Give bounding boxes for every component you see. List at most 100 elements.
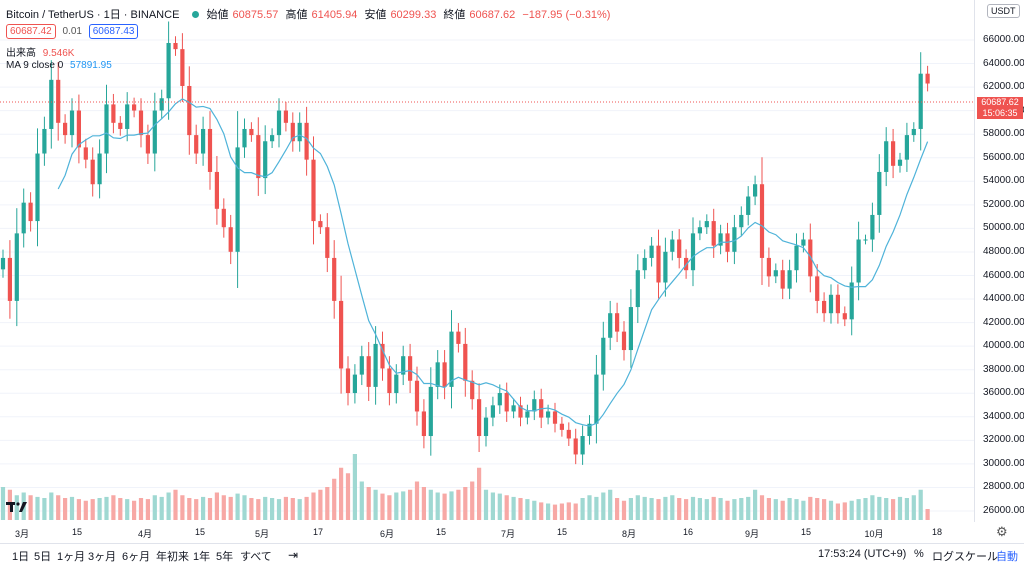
candle-body	[615, 313, 620, 332]
price-tick-label: 52000.00	[983, 198, 1024, 210]
candle-body	[187, 85, 192, 136]
volume-label: 出来高	[6, 48, 36, 59]
price-axis[interactable]: 66000.0064000.0062000.0060000.0058000.00…	[974, 0, 1024, 522]
candle-body	[442, 362, 447, 387]
countdown-tag: 15:06:35	[977, 108, 1023, 119]
range-button[interactable]: 年初来	[156, 551, 189, 563]
price-tick-label: 44000.00	[983, 293, 1024, 305]
candle-body	[677, 239, 682, 258]
ask-button[interactable]: 60687.43	[88, 24, 139, 39]
time-tick-label: 7月	[500, 529, 516, 539]
volume-bar	[180, 495, 185, 520]
volume-bar	[787, 498, 792, 520]
price-chart[interactable]	[0, 0, 974, 522]
candle-body	[56, 79, 61, 123]
range-button[interactable]: 5年	[216, 551, 234, 563]
candle-body	[856, 239, 861, 283]
volume-bar	[42, 498, 47, 520]
volume-bar	[808, 496, 813, 520]
candle-body	[877, 171, 882, 215]
candle-body	[601, 337, 606, 375]
time-tick-label: 15	[800, 527, 812, 537]
price-tick-label: 34000.00	[983, 410, 1024, 422]
range-button[interactable]: すべて	[240, 551, 272, 563]
open-label: 始値	[206, 9, 229, 21]
volume-bar	[325, 487, 330, 520]
volume-bar	[345, 473, 351, 520]
price-tick-label: 42000.00	[983, 316, 1024, 328]
volume-bar	[387, 495, 392, 520]
candle-body	[697, 227, 702, 234]
clock[interactable]: 17:53:24 (UTC+9)	[818, 548, 907, 560]
candle-body	[7, 257, 12, 301]
range-button[interactable]: 3ヶ月	[88, 551, 117, 563]
candle-body	[835, 294, 840, 314]
log-scale-toggle[interactable]: ログスケール	[932, 551, 998, 563]
candle-body	[256, 135, 261, 179]
candle-body	[21, 202, 26, 234]
tradingview-logo-icon	[6, 502, 27, 512]
volume-bar	[97, 498, 102, 520]
bid-button[interactable]: 60687.42	[6, 24, 56, 39]
candle-body	[14, 233, 19, 301]
candle-body	[42, 128, 47, 154]
price-tick-label: 26000.00	[983, 505, 1024, 516]
volume-bar	[884, 498, 889, 520]
volume-bar	[718, 498, 723, 520]
candle-body	[421, 411, 426, 437]
candle-body	[270, 135, 275, 142]
volume-bar	[490, 492, 495, 520]
last-price-tag: 60687.62	[977, 97, 1023, 108]
volume-bar	[104, 496, 109, 520]
candle-body	[739, 214, 744, 228]
range-button[interactable]: 5日	[34, 551, 52, 563]
goto-date-icon[interactable]: ⇥	[288, 548, 299, 562]
volume-bar	[511, 496, 516, 520]
low-label: 安値	[364, 9, 387, 21]
candle-body	[559, 423, 564, 430]
gear-icon[interactable]: ⚙	[996, 524, 1008, 539]
time-axis[interactable]: 3月 15 4月 15 5月 17 6月 15 7月 15 8月 16 9月 15 10月 18	[0, 522, 974, 540]
candle-body	[435, 362, 440, 387]
candle-body	[808, 239, 813, 277]
volume-bar	[815, 498, 820, 520]
chart-area[interactable]	[0, 0, 974, 522]
volume-bar	[242, 495, 247, 520]
volume-bar	[166, 492, 171, 520]
time-tick-label: 15	[435, 527, 447, 537]
volume-bar	[49, 492, 54, 520]
candle-body	[642, 257, 647, 271]
range-button[interactable]: 6ヶ月	[122, 551, 151, 563]
volume-bar	[863, 498, 868, 520]
range-button[interactable]: 1日	[12, 551, 30, 563]
volume-bar	[339, 467, 344, 520]
volume-bar	[0, 487, 6, 520]
chart-legend: Bitcoin / TetherUS · 1日 · BINANCE 始値 6087…	[6, 6, 614, 22]
volume-bar	[125, 499, 130, 520]
time-tick-label: 4月	[137, 529, 153, 539]
auto-scale-toggle[interactable]: 自動	[996, 551, 1018, 563]
percent-toggle[interactable]: %	[914, 548, 924, 560]
volume-bar	[635, 495, 640, 520]
price-tick-label: 46000.00	[983, 269, 1024, 281]
candle-body	[925, 73, 930, 84]
currency-badge[interactable]: USDT	[987, 4, 1020, 18]
volume-bar	[835, 503, 840, 520]
candle-body	[449, 331, 454, 387]
range-button[interactable]: 1ヶ月	[57, 551, 86, 563]
range-button[interactable]: 1年	[193, 551, 211, 563]
volume-bar	[201, 496, 206, 520]
volume-bar	[152, 495, 157, 520]
market-status-icon	[192, 11, 200, 18]
volume-bar	[753, 489, 758, 520]
volume-bar	[580, 498, 585, 520]
volume-bar	[656, 499, 661, 520]
volume-bar	[463, 487, 468, 520]
volume-bar	[732, 499, 737, 520]
volume-bar	[918, 489, 923, 520]
price-tick-label: 64000.00	[983, 57, 1024, 69]
volume-bar	[311, 492, 316, 520]
symbol-title[interactable]: Bitcoin / TetherUS · 1日 · BINANCE	[6, 9, 180, 21]
candle-body	[580, 436, 585, 455]
volume-bar	[711, 496, 716, 520]
